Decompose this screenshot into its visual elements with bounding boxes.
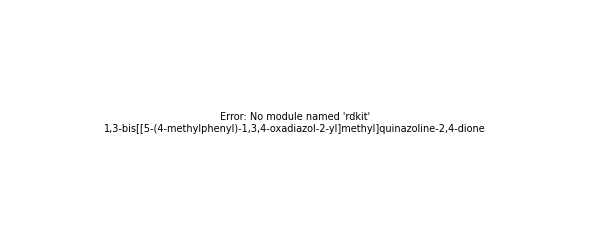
Text: Error: No module named 'rdkit'
1,3-bis[[5-(4-methylphenyl)-1,3,4-oxadiazol-2-yl]: Error: No module named 'rdkit' 1,3-bis[[… [104,112,486,134]
